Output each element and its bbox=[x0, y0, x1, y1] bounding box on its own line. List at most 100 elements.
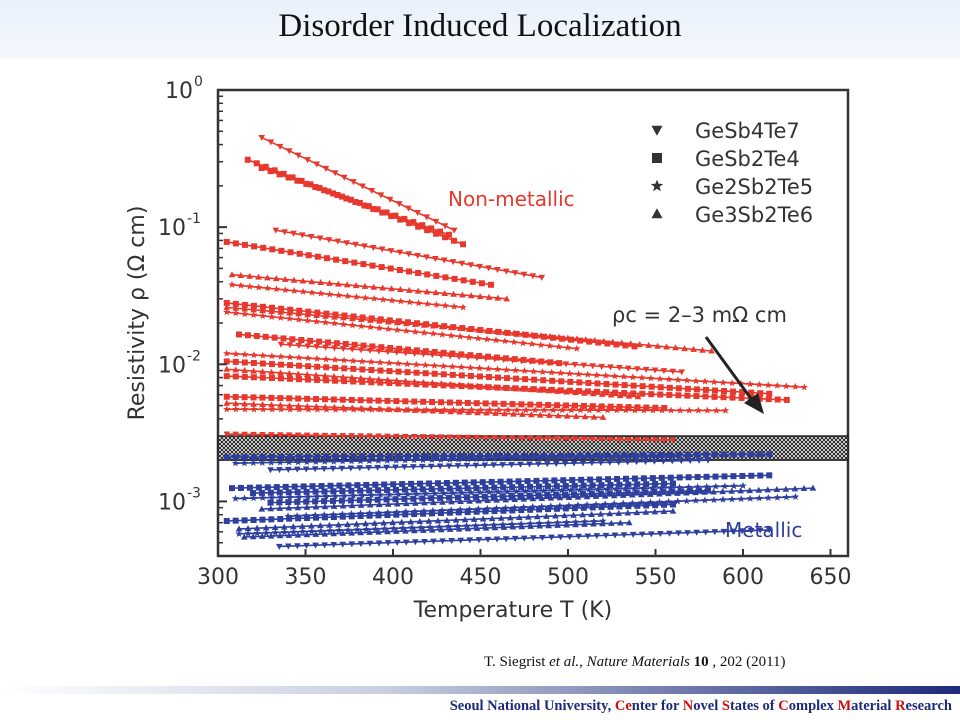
data-point-triangle-up bbox=[634, 393, 642, 400]
data-point-square bbox=[527, 483, 534, 490]
data-point-star bbox=[271, 528, 280, 536]
data-point-square bbox=[277, 516, 284, 523]
data-point-triangle-down bbox=[597, 459, 605, 466]
data-point-square bbox=[712, 387, 718, 394]
data-point-star bbox=[486, 406, 494, 414]
data-point-triangle-up bbox=[232, 366, 239, 373]
data-point-square bbox=[463, 494, 470, 501]
data-point-triangle-up bbox=[501, 328, 509, 335]
data-point-square bbox=[567, 452, 574, 459]
data-point-square bbox=[420, 510, 427, 517]
data-point-square bbox=[458, 453, 465, 460]
data-point-square bbox=[594, 452, 601, 459]
data-point-triangle-up bbox=[308, 522, 315, 529]
data-point-star bbox=[549, 486, 557, 494]
data-point-triangle-down bbox=[704, 457, 712, 464]
data-point-triangle-up bbox=[746, 487, 754, 494]
data-point-square bbox=[262, 333, 269, 340]
data-point-star bbox=[349, 491, 357, 499]
data-point-square bbox=[558, 378, 565, 385]
x-tick-label: 400 bbox=[372, 565, 414, 590]
data-point-star bbox=[528, 340, 536, 348]
data-point-star bbox=[530, 487, 539, 495]
data-point-square bbox=[278, 247, 285, 254]
data-point-star bbox=[601, 500, 609, 508]
data-point-triangle-up bbox=[645, 341, 652, 348]
data-point-triangle-up bbox=[543, 512, 550, 519]
data-point-star bbox=[394, 490, 403, 498]
data-point-square bbox=[339, 488, 346, 495]
data-point-star bbox=[646, 498, 655, 506]
data-point-square bbox=[720, 394, 727, 401]
data-point-triangle-down bbox=[259, 431, 266, 438]
data-point-square bbox=[649, 475, 656, 482]
data-point-triangle-up bbox=[461, 516, 469, 523]
data-point-triangle-up bbox=[362, 520, 369, 527]
data-point-square bbox=[305, 252, 312, 259]
data-point-triangle-up bbox=[482, 524, 490, 531]
data-point-square bbox=[491, 484, 498, 491]
data-point-triangle-down bbox=[633, 366, 641, 373]
data-point-triangle-down bbox=[520, 271, 528, 278]
data-point-triangle-up bbox=[773, 486, 781, 493]
data-point-triangle-down bbox=[331, 170, 339, 177]
data-point-square bbox=[506, 478, 513, 485]
data-point-triangle-up bbox=[255, 273, 262, 280]
data-point-triangle-up bbox=[259, 368, 266, 375]
data-point-square bbox=[298, 177, 305, 184]
data-point-star bbox=[448, 362, 456, 370]
data-point-star bbox=[511, 366, 520, 374]
data-point-star bbox=[386, 405, 394, 413]
data-point-triangle-up bbox=[537, 332, 545, 339]
data-point-square bbox=[386, 380, 393, 387]
data-point-triangle-down bbox=[472, 462, 480, 469]
data-point-triangle-up bbox=[361, 282, 369, 289]
data-point-square bbox=[622, 475, 629, 482]
data-point-triangle-down bbox=[377, 192, 385, 199]
data-point-star bbox=[241, 310, 249, 318]
data-point-triangle-up bbox=[497, 514, 505, 521]
data-point-star bbox=[692, 496, 700, 504]
data-point-triangle-up bbox=[385, 318, 392, 325]
data-point-star bbox=[338, 457, 347, 465]
data-point-square bbox=[432, 322, 439, 329]
data-point-star bbox=[249, 459, 258, 467]
data-point-star bbox=[322, 355, 330, 363]
data-point-square bbox=[368, 315, 375, 322]
data-point-star bbox=[492, 336, 500, 344]
data-point-square bbox=[571, 482, 578, 489]
data-point-triangle-down bbox=[526, 435, 534, 442]
data-point-triangle-down bbox=[432, 218, 440, 225]
data-point-square bbox=[223, 238, 230, 245]
data-point-triangle-up bbox=[389, 519, 397, 526]
data-point-square bbox=[522, 376, 529, 383]
data-point-square bbox=[522, 452, 529, 459]
data-point-square bbox=[359, 314, 366, 321]
data-point-triangle-down bbox=[651, 437, 659, 444]
data-point-square bbox=[350, 453, 357, 460]
data-point-square bbox=[276, 489, 283, 496]
data-point-triangle-up bbox=[330, 372, 338, 379]
data-point-star bbox=[370, 294, 378, 302]
data-point-triangle-up bbox=[367, 316, 374, 323]
data-point-triangle-up bbox=[610, 492, 618, 499]
data-point-triangle-up bbox=[534, 513, 541, 520]
data-point-star bbox=[406, 298, 414, 306]
annotation-rho-c: ρc = 2–3 mΩ cm bbox=[612, 303, 787, 327]
data-point-square bbox=[675, 385, 682, 392]
data-point-square bbox=[437, 510, 444, 517]
data-point-triangle-down bbox=[455, 434, 463, 441]
data-point-triangle-up bbox=[651, 508, 659, 515]
data-point-triangle-up bbox=[582, 336, 590, 343]
data-point-triangle-up bbox=[555, 333, 563, 340]
data-point-square bbox=[267, 489, 274, 496]
data-point-star bbox=[321, 457, 329, 465]
data-point-square bbox=[250, 302, 257, 309]
data-point-triangle-down bbox=[440, 257, 448, 264]
data-point-triangle-down bbox=[473, 355, 481, 362]
data-point-star bbox=[472, 455, 481, 463]
data-point-square bbox=[589, 482, 596, 489]
data-point-triangle-up bbox=[515, 513, 523, 520]
data-point-star bbox=[258, 312, 267, 319]
data-point-square bbox=[455, 494, 461, 501]
